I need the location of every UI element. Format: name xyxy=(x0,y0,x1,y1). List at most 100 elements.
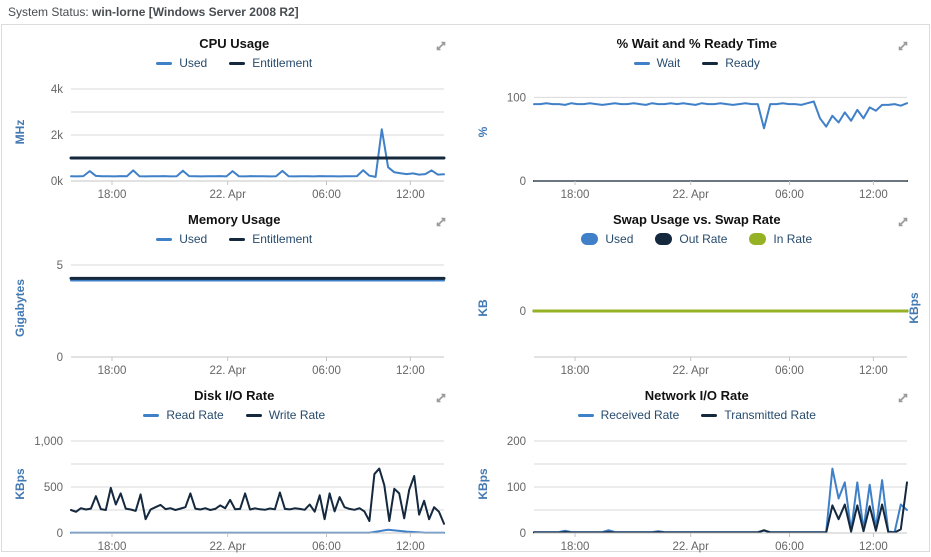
svg-text:100: 100 xyxy=(506,482,525,494)
system-status-header: System Status: win-lorne [Windows Server… xyxy=(0,0,931,24)
legend-label: Read Rate xyxy=(166,408,224,422)
legend-swatch-icon xyxy=(577,413,594,417)
chart-disk-io-rate: Disk I/O Rate Read Rate Write Rate 18:00 2… xyxy=(3,381,466,557)
legend-label: Received Rate xyxy=(600,408,680,422)
expand-icon xyxy=(898,217,908,227)
svg-text:18:00: 18:00 xyxy=(560,189,589,201)
chart-title: Network I/O Rate xyxy=(644,388,749,403)
legend-swatch-icon xyxy=(229,61,246,65)
chart-network-io-rate: Network I/O Rate Received Rate Transmitte… xyxy=(466,381,929,557)
svg-text:KBps: KBps xyxy=(13,468,27,500)
expand-icon xyxy=(436,393,445,403)
svg-text:1,000: 1,000 xyxy=(34,436,63,448)
chart-plot: 18:00 22. Apr 06:00 12:00 0 5 Gigabytes xyxy=(13,260,446,377)
chart-title: Swap Usage vs. Swap Rate xyxy=(612,212,781,227)
svg-text:4k: 4k xyxy=(51,84,63,96)
chart-title: CPU Usage xyxy=(199,36,270,51)
legend-label: Entitlement xyxy=(252,232,313,246)
svg-text:06:00: 06:00 xyxy=(775,365,804,377)
svg-text:18:00: 18:00 xyxy=(560,541,589,553)
expand-icon xyxy=(436,217,445,227)
expand-chart-button[interactable] xyxy=(434,39,448,53)
legend-item-write-rate[interactable]: Write Rate xyxy=(245,408,326,422)
svg-text:12:00: 12:00 xyxy=(396,541,425,553)
svg-text:18:00: 18:00 xyxy=(98,189,127,201)
legend-swatch-icon xyxy=(702,61,719,65)
svg-text:12:00: 12:00 xyxy=(396,189,425,201)
svg-text:12:00: 12:00 xyxy=(859,541,888,553)
chart-memory-usage: Memory Usage Used Entitlement 18:00 22. Ap… xyxy=(3,205,466,381)
expand-chart-button[interactable] xyxy=(896,391,910,405)
chart-plot: 18:00 22. Apr 06:00 12:00 0 100 200 KBps xyxy=(476,436,908,553)
expand-icon xyxy=(436,41,445,51)
svg-text:100: 100 xyxy=(506,92,525,104)
legend-item-used[interactable]: Used xyxy=(581,232,633,246)
svg-text:18:00: 18:00 xyxy=(98,365,127,377)
svg-text:06:00: 06:00 xyxy=(312,189,341,201)
legend-swatch-icon xyxy=(156,237,173,241)
svg-text:KB: KB xyxy=(476,299,490,317)
legend-label: Entitlement xyxy=(252,56,313,70)
expand-chart-button[interactable] xyxy=(896,39,910,53)
chart-plot: 18:00 22. Apr 06:00 12:00 0k 2k 4k MHz xyxy=(13,84,446,201)
svg-text:22. Apr: 22. Apr xyxy=(209,189,246,201)
legend-label: Used xyxy=(179,56,208,70)
svg-text:12:00: 12:00 xyxy=(859,365,888,377)
legend-item-entitlement[interactable]: Entitlement xyxy=(229,232,312,246)
chart-title: Disk I/O Rate xyxy=(194,388,275,403)
svg-text:22. Apr: 22. Apr xyxy=(672,189,709,201)
legend-item-in-rate[interactable]: In Rate xyxy=(749,232,812,246)
chart-legend: Used Entitlement xyxy=(3,53,466,73)
svg-text:500: 500 xyxy=(44,482,63,494)
chart-plot: 18:00 22. Apr 06:00 12:00 0 100% xyxy=(476,92,908,201)
expand-icon xyxy=(898,41,908,51)
legend-item-entitlement[interactable]: Entitlement xyxy=(229,56,312,70)
legend-swatch-icon xyxy=(701,413,718,417)
chart-title: % Wait and % Ready Time xyxy=(616,36,777,51)
legend-swatch-icon xyxy=(156,61,173,65)
legend-item-used[interactable]: Used xyxy=(156,232,207,246)
legend-item-received-rate[interactable]: Received Rate xyxy=(577,408,680,422)
legend-swatch-icon xyxy=(143,413,160,417)
legend-item-read-rate[interactable]: Read Rate xyxy=(143,408,224,422)
legend-item-used[interactable]: Used xyxy=(156,56,207,70)
chart-plot: 18:00 22. Apr 06:00 12:00 0 500 1,000 KBps xyxy=(13,436,445,553)
svg-text:06:00: 06:00 xyxy=(775,189,804,201)
svg-text:22. Apr: 22. Apr xyxy=(672,365,709,377)
svg-text:22. Apr: 22. Apr xyxy=(209,365,246,377)
svg-text:0k: 0k xyxy=(51,176,63,188)
legend-label: Ready xyxy=(725,56,760,70)
chart-legend: Received Rate Transmitted Rate xyxy=(466,405,929,425)
chart-cpu-usage: CPU Usage Used Entitlement 18:00 22. Apr 06… xyxy=(3,29,466,205)
chart-legend: Wait Ready xyxy=(466,53,929,73)
expand-chart-button[interactable] xyxy=(896,215,910,229)
svg-text:MHz: MHz xyxy=(13,120,27,145)
legend-label: Out Rate xyxy=(679,232,728,246)
legend-swatch-icon xyxy=(655,233,673,245)
svg-text:Gigabytes: Gigabytes xyxy=(13,279,27,337)
svg-text:0: 0 xyxy=(57,352,63,364)
chart-title: Memory Usage xyxy=(188,212,281,227)
chart-legend: Used Entitlement xyxy=(3,229,466,249)
legend-swatch-icon xyxy=(245,413,262,417)
legend-item-wait[interactable]: Wait xyxy=(633,56,681,70)
charts-panel: CPU Usage Used Entitlement 18:00 22. Apr 06… xyxy=(1,24,930,553)
legend-swatch-icon xyxy=(633,61,650,65)
legend-item-transmitted-rate[interactable]: Transmitted Rate xyxy=(701,408,816,422)
system-status-label: System Status: xyxy=(8,5,89,19)
expand-chart-button[interactable] xyxy=(434,215,448,229)
svg-text:0: 0 xyxy=(519,306,525,318)
legend-label: Write Rate xyxy=(268,408,326,422)
svg-text:18:00: 18:00 xyxy=(98,541,127,553)
svg-text:22. Apr: 22. Apr xyxy=(672,541,709,553)
legend-item-ready[interactable]: Ready xyxy=(702,56,760,70)
svg-text:18:00: 18:00 xyxy=(560,365,589,377)
legend-label: Used xyxy=(179,232,208,246)
svg-text:200: 200 xyxy=(506,436,525,448)
svg-text:KBps: KBps xyxy=(476,468,490,500)
expand-chart-button[interactable] xyxy=(434,391,448,405)
legend-item-out-rate[interactable]: Out Rate xyxy=(655,232,727,246)
legend-swatch-icon xyxy=(581,233,599,245)
legend-swatch-icon xyxy=(749,233,767,245)
legend-label: Wait xyxy=(656,56,681,70)
